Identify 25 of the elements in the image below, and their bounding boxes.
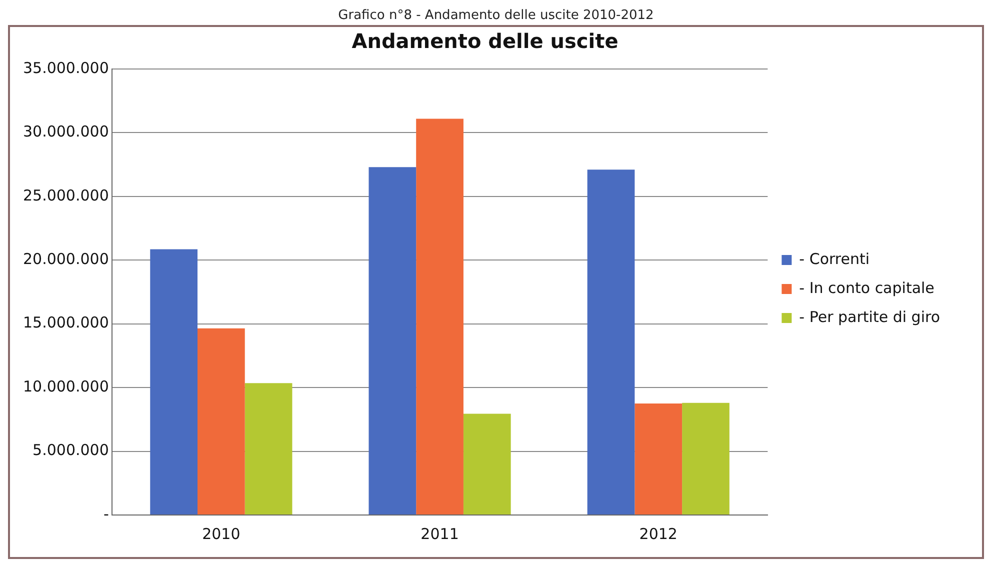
- bar: [150, 249, 198, 514]
- y-tick-label: -: [103, 504, 109, 523]
- bar: [634, 404, 682, 514]
- bar: [682, 402, 730, 514]
- y-tick-label: 35.000.000: [22, 58, 109, 77]
- x-tick-label: 2010: [202, 524, 240, 543]
- bar: [198, 328, 245, 514]
- bar: [244, 383, 292, 514]
- text: Grafico n°8 - Andamento delle uscite 2010-2012: [337, 8, 655, 23]
- legend-label: - In conto capitale: [799, 278, 934, 297]
- bar: [368, 167, 416, 514]
- x-tick-label: 2011: [420, 524, 459, 543]
- y-tick-label: 10.000.000: [22, 377, 109, 396]
- chart-title: Andamento delle uscite: [352, 29, 618, 54]
- bar: [463, 414, 511, 514]
- y-tick-label: 20.000.000: [22, 250, 109, 268]
- y-tick-label: 25.000.000: [22, 186, 109, 204]
- legend-label: - Per partite di giro: [799, 308, 940, 326]
- legend-label: - Correnti: [799, 250, 870, 268]
- bar: [587, 170, 635, 514]
- y-tick-label: 30.000.000: [22, 122, 109, 141]
- y-tick-label: 15.000.000: [22, 314, 109, 332]
- y-tick-label: 5.000.000: [32, 441, 109, 460]
- bar: [416, 118, 464, 514]
- x-tick-label: 2012: [639, 524, 678, 543]
